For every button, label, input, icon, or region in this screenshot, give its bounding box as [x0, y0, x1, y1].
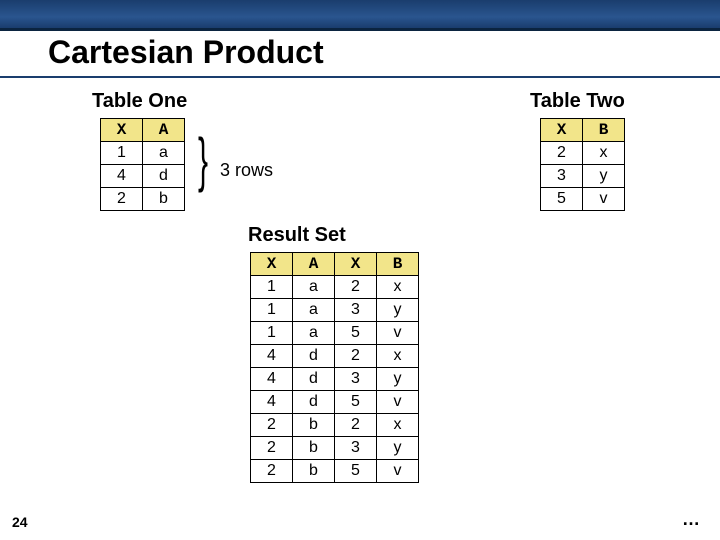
- col-header: X: [101, 119, 143, 142]
- table-row: X B: [541, 119, 625, 142]
- table-two: X B 2x 3y 5v: [540, 118, 625, 211]
- table-row: 2x: [541, 142, 625, 165]
- table-row: 3y: [541, 165, 625, 188]
- table-row: X A X B: [251, 253, 419, 276]
- table-row: 4d5v: [251, 391, 419, 414]
- page-number: 24: [12, 514, 28, 530]
- table-row: 4d2x: [251, 345, 419, 368]
- rows-annotation: 3 rows: [220, 160, 273, 181]
- table-row: 2b3y: [251, 437, 419, 460]
- table-row: X A: [101, 119, 185, 142]
- slide: Cartesian Product Table One X A 1a 4d 2b…: [0, 0, 720, 540]
- table-row: 2b2x: [251, 414, 419, 437]
- col-header: X: [251, 253, 293, 276]
- col-header: B: [377, 253, 419, 276]
- table-row: 4d3y: [251, 368, 419, 391]
- table-row: 4d: [101, 165, 185, 188]
- page-title: Cartesian Product: [48, 34, 324, 71]
- table-row: 1a: [101, 142, 185, 165]
- table-row: 2b: [101, 188, 185, 211]
- table-row: 1a2x: [251, 276, 419, 299]
- col-header: B: [583, 119, 625, 142]
- table-one-label: Table One: [92, 90, 187, 113]
- table-row: 1a5v: [251, 322, 419, 345]
- result-set-table: X A X B 1a2x 1a3y 1a5v 4d2x 4d3y 4d5v 2b…: [250, 252, 419, 483]
- col-header: X: [335, 253, 377, 276]
- table-one: X A 1a 4d 2b: [100, 118, 185, 211]
- col-header: X: [541, 119, 583, 142]
- table-two-label: Table Two: [530, 90, 625, 113]
- col-header: A: [143, 119, 185, 142]
- brace-icon: }: [198, 128, 208, 192]
- table-row: 1a3y: [251, 299, 419, 322]
- table-row: 5v: [541, 188, 625, 211]
- table-row: 2b5v: [251, 460, 419, 483]
- col-header: A: [293, 253, 335, 276]
- result-set-label: Result Set: [248, 224, 346, 247]
- top-bar: [0, 0, 720, 28]
- ellipsis-icon: …: [682, 509, 702, 530]
- title-underline: [0, 76, 720, 78]
